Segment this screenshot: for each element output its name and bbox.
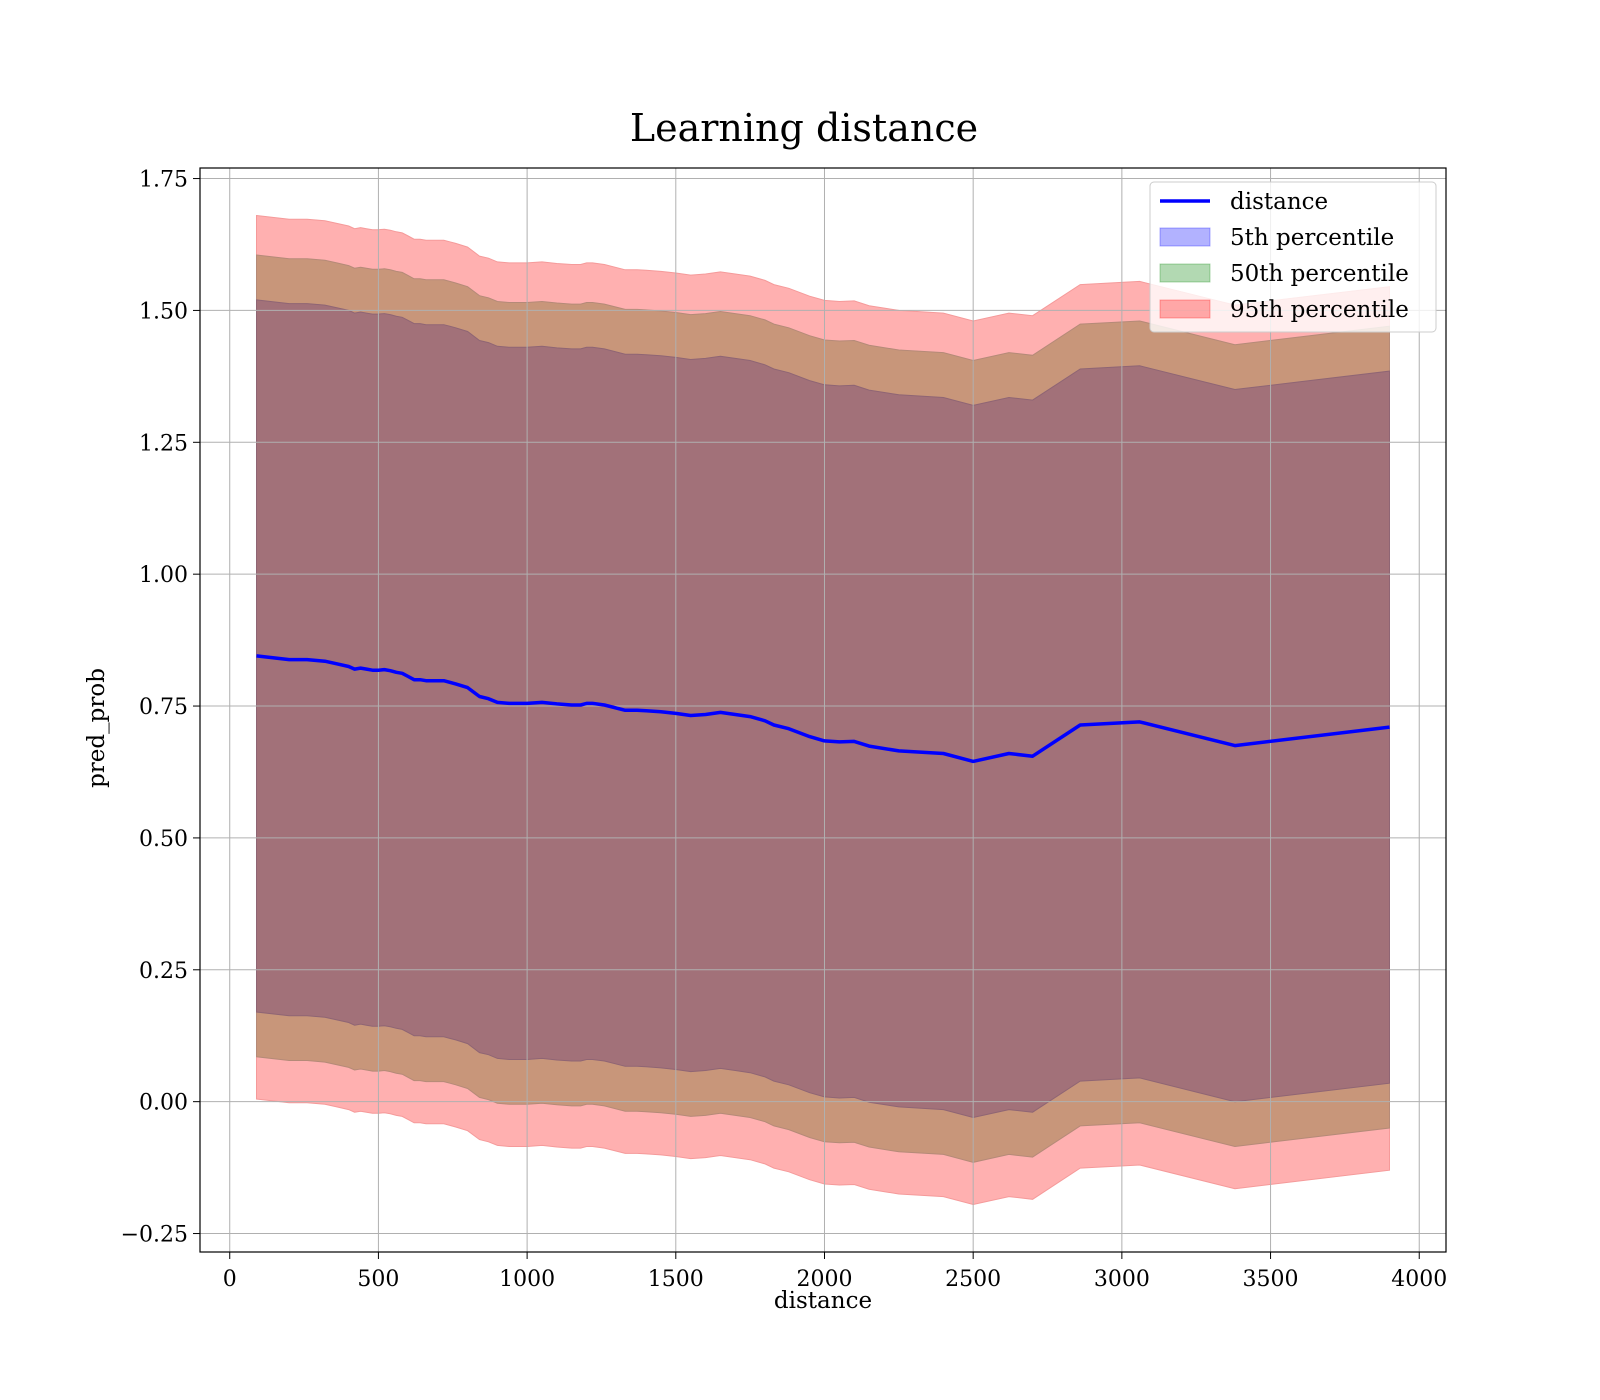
legend-patch-95th: [1159, 299, 1211, 319]
x-tick-label: 0: [223, 1267, 237, 1292]
x-tick-label: 1500: [648, 1267, 704, 1292]
x-tick-label: 4000: [1391, 1267, 1447, 1292]
x-tick-label: 3000: [1094, 1267, 1150, 1292]
band-5th-percentile: [256, 299, 1390, 1119]
legend-label-5th: 5th percentile: [1230, 225, 1394, 251]
x-tick-label: 1000: [499, 1267, 555, 1292]
legend-label-50th: 50th percentile: [1230, 261, 1409, 287]
chart-title: Learning distance: [630, 106, 978, 150]
legend-patch-50th: [1159, 263, 1211, 283]
y-tick-label: 1.50: [139, 299, 188, 324]
x-axis: 0 500 1000 1500 2000 2500 3000 3500 4000: [223, 1252, 1447, 1292]
y-tick-label: −0.25: [121, 1223, 188, 1248]
x-tick-label: 2000: [796, 1267, 852, 1292]
legend-label-95th: 95th percentile: [1230, 297, 1409, 323]
y-tick-label: 0.75: [139, 695, 188, 720]
x-axis-label: distance: [774, 1288, 872, 1314]
gridlines: [200, 168, 1446, 1252]
legend-patch-5th: [1159, 227, 1211, 247]
y-tick-label: 1.00: [139, 563, 188, 588]
legend-box: [1149, 181, 1437, 333]
y-axis-label: pred_prob: [84, 668, 110, 788]
plot-frame: [199, 167, 1447, 1253]
y-tick-label: 1.25: [139, 431, 188, 456]
percentile-bands: [256, 214, 1390, 1206]
legend-label-line: distance: [1230, 189, 1328, 215]
x-tick-label: 2500: [945, 1267, 1001, 1292]
line-series: [256, 654, 1390, 764]
y-axis: −0.25 0.00 0.25 0.50 0.75 1.00 1.25 1.50 1.75: [121, 168, 200, 1248]
y-tick-label: 0.00: [139, 1091, 188, 1116]
y-tick-label: 0.50: [139, 827, 188, 852]
x-tick-label: 3500: [1243, 1267, 1299, 1292]
distance-line: [256, 654, 1390, 764]
y-tick-label: 0.25: [139, 959, 188, 984]
y-tick-label: 1.75: [139, 168, 188, 193]
x-tick-label: 500: [357, 1267, 399, 1292]
plot-area: [199, 167, 1447, 1253]
legend: distance 5th percentile 50th percentile …: [1149, 181, 1437, 333]
